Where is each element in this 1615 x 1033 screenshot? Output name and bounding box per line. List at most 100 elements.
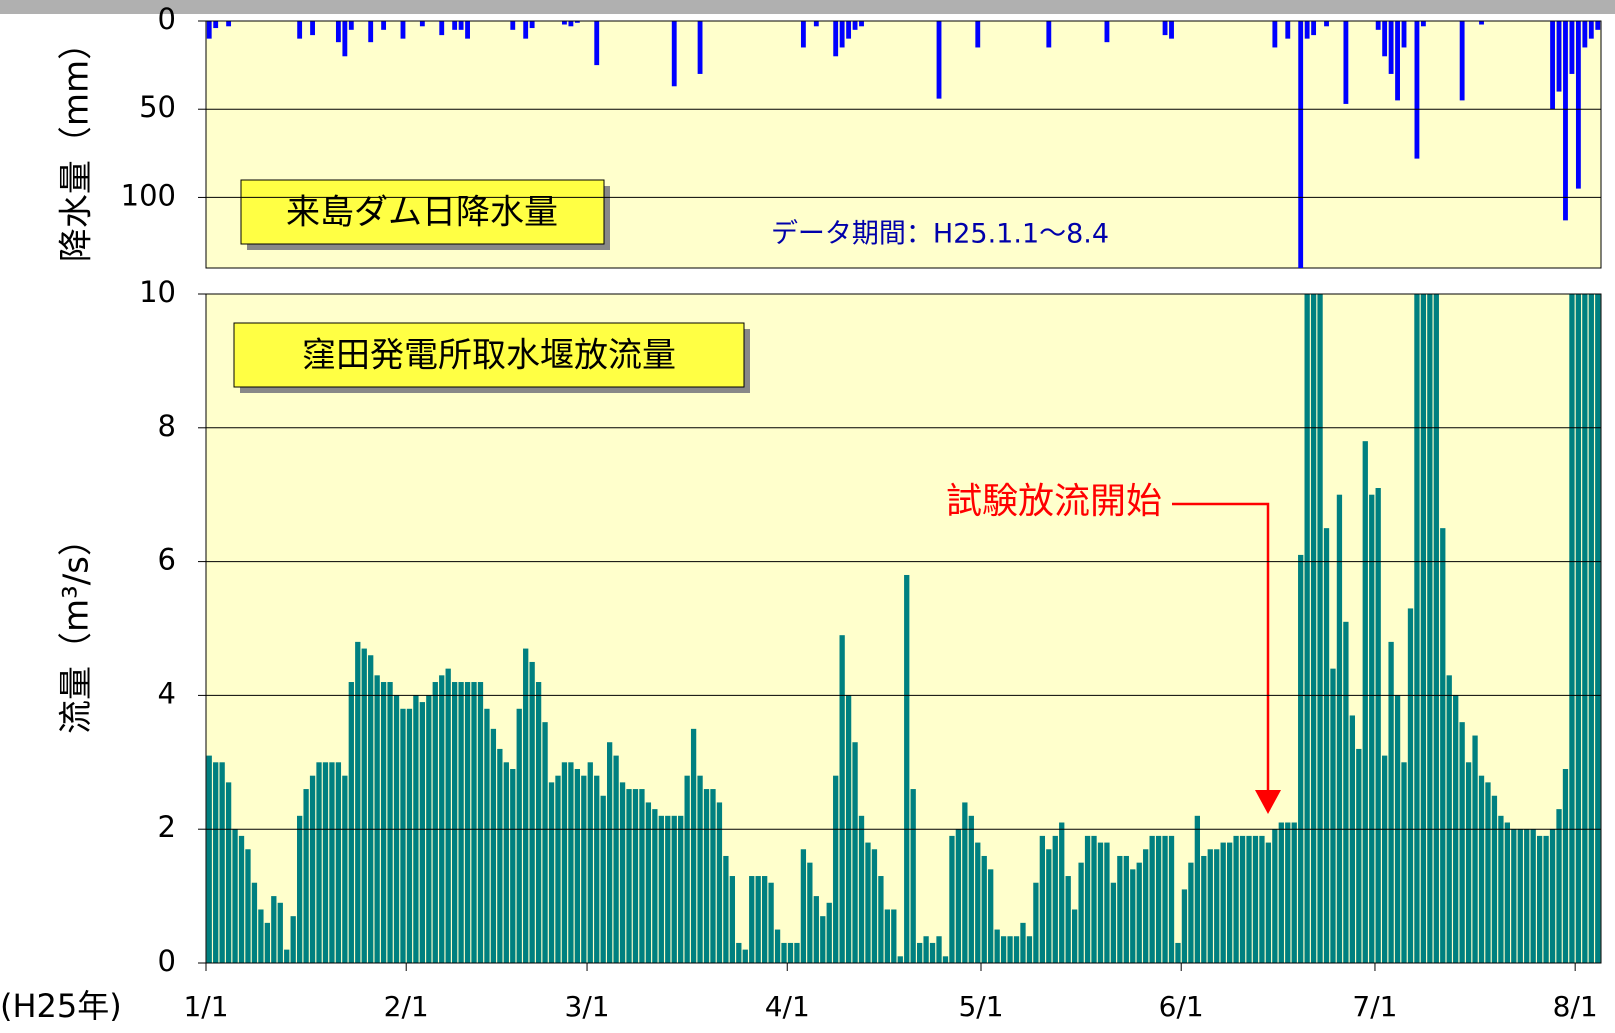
bar: [1026, 936, 1033, 963]
bar: [1013, 936, 1020, 963]
bar: [774, 929, 781, 963]
bar: [1395, 21, 1400, 101]
bar: [671, 21, 677, 87]
bar: [1595, 294, 1601, 963]
bar: [1582, 21, 1588, 48]
bar: [1059, 822, 1065, 963]
bar: [1543, 835, 1549, 963]
arrow: [1172, 502, 1270, 790]
bar: [1420, 294, 1427, 963]
bar: [1149, 835, 1155, 963]
bar: [833, 775, 839, 963]
bar: [510, 21, 516, 30]
bar: [1078, 862, 1084, 963]
bar: [1214, 849, 1220, 963]
bar: [1575, 294, 1582, 963]
bar: [1524, 829, 1530, 963]
bar: [1479, 21, 1484, 25]
bar: [1123, 855, 1129, 963]
bar: [1498, 815, 1504, 963]
bar: [1188, 862, 1194, 963]
bar: [380, 682, 387, 963]
bar: [1311, 21, 1317, 36]
bar: [962, 802, 968, 963]
bar: [322, 762, 329, 963]
bar: [1304, 294, 1310, 963]
bar: [684, 775, 690, 963]
bar: [729, 876, 736, 963]
bar: [361, 648, 367, 963]
x-tick-label: 6/1: [1159, 990, 1204, 1023]
bar: [749, 876, 755, 963]
bar: [213, 21, 219, 29]
bar: [697, 21, 703, 74]
bar: [1336, 494, 1343, 963]
bar: [1440, 528, 1446, 963]
bar: [445, 668, 451, 963]
bar: [348, 682, 354, 963]
bar: [826, 902, 832, 963]
bar: [613, 755, 619, 963]
arrow-head: [1255, 790, 1281, 814]
bar: [1000, 936, 1007, 963]
bar: [368, 655, 374, 963]
bar: [1401, 762, 1407, 963]
bar: [206, 755, 212, 963]
bar: [975, 842, 981, 963]
bar: [1569, 21, 1575, 74]
bar: [1181, 889, 1188, 963]
bar: [1130, 869, 1136, 963]
bar: [464, 682, 471, 963]
bar: [1536, 835, 1543, 963]
bar: [1343, 21, 1349, 104]
bar: [1039, 835, 1046, 963]
bar: [535, 682, 542, 963]
bar: [794, 942, 800, 963]
bar: [1233, 835, 1239, 963]
bar: [968, 815, 974, 963]
bar: [1207, 849, 1213, 963]
bar: [1562, 768, 1569, 963]
bar: [897, 956, 903, 963]
bar: [1298, 554, 1304, 963]
bar: [568, 21, 574, 27]
bar: [419, 702, 426, 963]
bar: [1569, 294, 1575, 963]
bar: [1117, 855, 1123, 963]
bar: [936, 21, 942, 99]
bar: [626, 789, 632, 963]
bar: [277, 902, 283, 963]
bar: [1407, 608, 1414, 963]
bar: [755, 876, 761, 963]
bar: [619, 782, 626, 963]
flow-bars: [206, 294, 1601, 963]
bar: [484, 708, 490, 963]
bar: [1491, 795, 1498, 963]
bar: [1575, 21, 1581, 189]
bar: [1324, 21, 1329, 27]
title-box: [233, 322, 745, 388]
bar: [1201, 855, 1207, 963]
bar: [316, 762, 322, 963]
bar: [213, 762, 219, 963]
bar: [1104, 21, 1110, 43]
bar: [865, 842, 871, 963]
x-tick-label: 8/1: [1553, 990, 1598, 1023]
bar: [1291, 822, 1297, 963]
bar: [1343, 621, 1349, 963]
bar: [1530, 829, 1536, 963]
bar: [439, 21, 445, 36]
bar: [1323, 528, 1330, 963]
bar: [839, 635, 845, 963]
bar: [742, 949, 748, 963]
y-tick-label: 6: [158, 543, 176, 577]
bar: [1136, 862, 1142, 963]
bar: [787, 942, 794, 963]
bar: [568, 762, 574, 963]
x-tick-label: 3/1: [565, 990, 610, 1023]
bar: [852, 21, 858, 30]
bar: [1517, 829, 1523, 963]
bar: [632, 789, 639, 963]
bar: [1252, 835, 1259, 963]
bar: [529, 661, 535, 963]
